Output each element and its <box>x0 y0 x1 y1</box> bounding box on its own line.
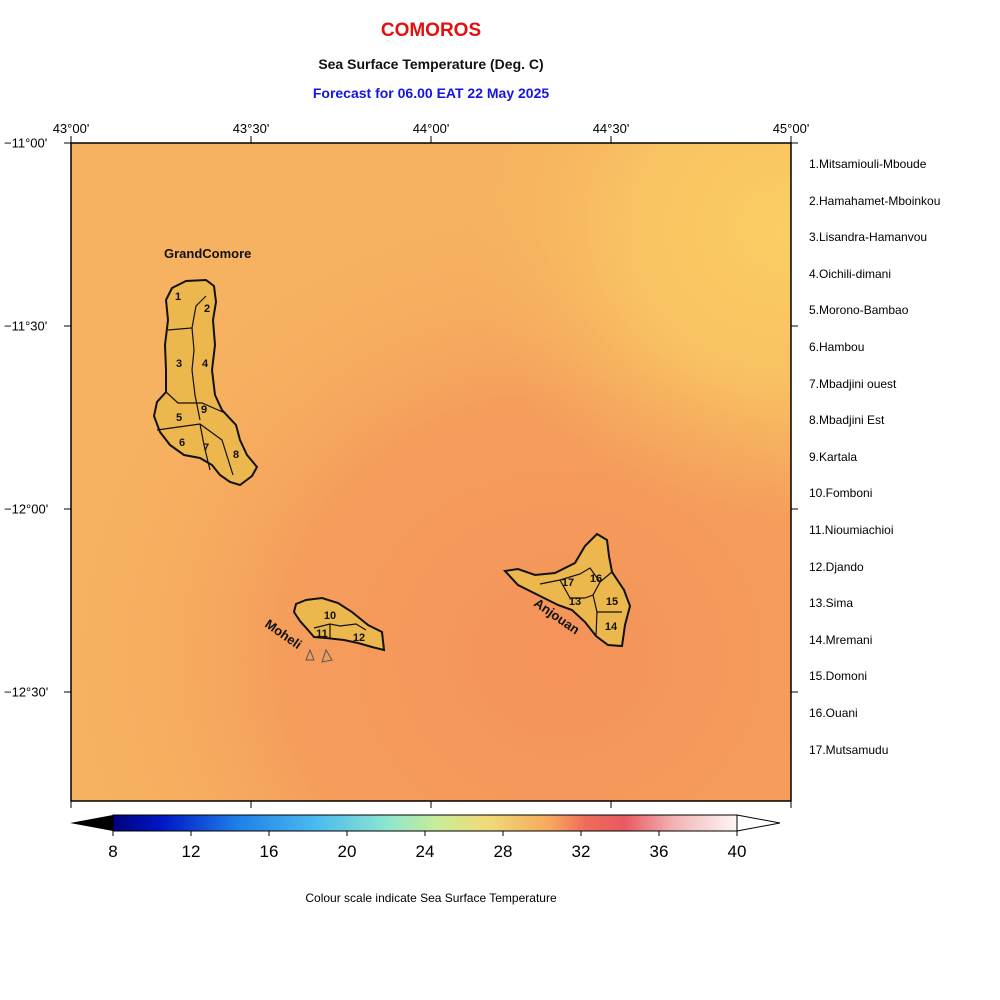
colorbar-high-arrow <box>736 814 781 832</box>
legend-item: 10.Fomboni <box>809 486 873 501</box>
legend-item: 13.Sima <box>809 596 854 611</box>
legend-item: 17.Mutsamudu <box>809 742 889 757</box>
legend-item: 14.Mremani <box>809 632 873 647</box>
lon-tick-label: 45°00' <box>772 121 810 136</box>
colorbar-gradient <box>113 815 737 831</box>
lat-tick-label: −11°30' <box>4 318 48 334</box>
anjouan-coastline <box>502 532 632 648</box>
legend-item: 3.Lisandra-Hamanvou <box>809 230 928 245</box>
district-label: 17 <box>562 577 574 589</box>
district-label: 9 <box>201 404 207 416</box>
colorbar-tick-label: 28 <box>493 842 513 861</box>
map-title: COMOROS <box>380 20 482 41</box>
district-label: 3 <box>176 358 182 370</box>
district-label: 6 <box>179 437 185 449</box>
district-label: 15 <box>606 596 618 608</box>
district-label: 1 <box>175 291 181 303</box>
district-label: 16 <box>590 573 602 585</box>
legend-item: 2.Hamahamet-Mboinkou <box>809 193 941 208</box>
legend-item: 7.Mbadjini ouest <box>809 376 897 391</box>
colorbar-tick-label: 12 <box>181 842 201 861</box>
map-subtitle: Sea Surface Temperature (Deg. C) <box>318 56 544 72</box>
district-label: 10 <box>324 610 336 622</box>
legend-item: 9.Kartala <box>809 449 858 464</box>
colorbar-tick-label: 40 <box>727 842 747 861</box>
legend-item: 6.Hambou <box>809 339 865 354</box>
moheli-coastline <box>292 596 386 652</box>
colorbar-low-arrow <box>70 815 113 831</box>
district-label: 5 <box>176 412 182 424</box>
district-label: 4 <box>202 358 209 370</box>
lon-tick-label: 43°30' <box>232 121 270 136</box>
legend-item: 12.Djando <box>809 559 864 574</box>
district-label: 12 <box>353 632 365 644</box>
district-label: 2 <box>204 303 210 315</box>
island-grande-comore: 1 2 3 4 5 6 7 8 9 GrandComore <box>152 246 259 487</box>
colorbar-tick-label: 20 <box>337 842 357 861</box>
colorbar-tick-label: 36 <box>649 842 669 861</box>
legend-item: 1.Mitsamiouli-Mboude <box>809 157 927 171</box>
colorbar-caption: Colour scale indicate Sea Surface Temper… <box>305 891 557 905</box>
grande-comore-district-borders <box>156 295 234 476</box>
district-legend: 1.Mitsamiouli-Mboude 2.Hamahamet-Mboinko… <box>809 157 940 779</box>
lat-tick-label: −11°00' <box>4 135 48 151</box>
district-label: 14 <box>605 621 618 633</box>
colorbar <box>70 814 781 836</box>
legend-item: 5.Morono-Bambao <box>809 303 909 318</box>
district-label: 7 <box>203 442 209 454</box>
island-label: GrandComore <box>164 246 251 261</box>
lon-tick-label: 44°00' <box>412 121 450 136</box>
legend-item: 11.Nioumiachioi <box>809 522 894 537</box>
legend-item: 8.Mbadjini Est <box>809 413 885 428</box>
map-ticks <box>64 136 798 808</box>
district-label: 13 <box>569 596 581 608</box>
legend-item: 16.Ouani <box>809 705 858 720</box>
colorbar-tick-label: 16 <box>259 842 279 861</box>
district-label: 11 <box>316 628 328 640</box>
lat-tick-label: −12°00' <box>4 501 49 517</box>
lon-tick-label: 43°00' <box>52 121 90 136</box>
forecast-time: Forecast for 06.00 EAT 22 May 2025 <box>312 85 550 101</box>
colorbar-tick-label: 8 <box>108 842 118 861</box>
legend-item: 4.Oichili-dimani <box>809 266 892 281</box>
colorbar-tick-label: 32 <box>571 842 591 861</box>
colorbar-tick-label: 24 <box>415 842 435 861</box>
lon-tick-label: 44°30' <box>592 121 630 136</box>
moheli-islets <box>305 648 333 663</box>
legend-item: 15.Domoni <box>809 669 868 684</box>
cool-water-region <box>71 143 791 801</box>
district-label: 8 <box>233 449 239 461</box>
lat-tick-label: −12°30' <box>4 684 49 700</box>
